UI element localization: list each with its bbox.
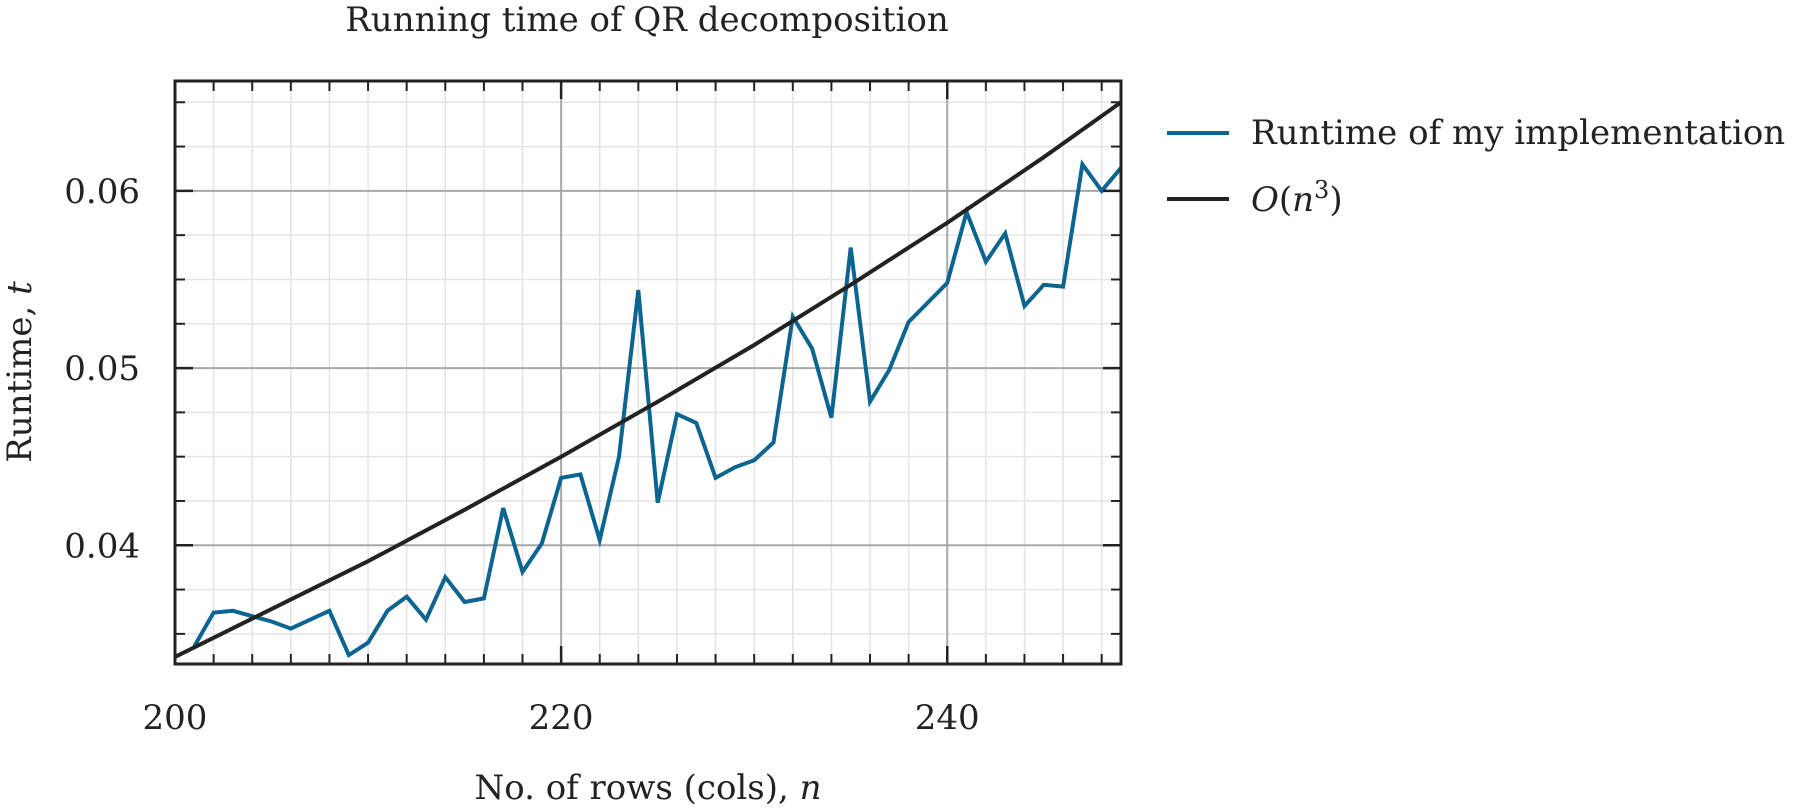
legend-label-on3: O(n3) [1251,176,1343,220]
x-tick-label: 220 [529,698,594,738]
tick-marks [173,81,1121,664]
minor-grid [175,81,1121,664]
x-axis-var: n [800,768,822,808]
x-tick-label: 240 [915,698,980,738]
series-layer [174,100,1123,659]
chart-title: Running time of QR decomposition [345,0,949,40]
x-tick-label: 200 [143,698,208,738]
y-tick-label: 0.05 [64,349,140,389]
y-axis-var: t [0,281,40,295]
major-grid [174,81,1121,664]
legend: Runtime of my implementation O(n3) [1167,113,1785,220]
series-runtime-line [192,159,1123,659]
tick-labels: 200 220 240 0.04 0.05 0.06 [64,172,979,738]
x-axis-label-text: No. of rows (cols), [474,768,788,808]
plot-frame [173,79,1123,666]
y-axis-label-text: Runtime, [0,306,40,463]
y-tick-label: 0.04 [64,526,140,566]
legend-label-runtime: Runtime of my implementation [1251,113,1785,153]
series-on3-line [174,100,1123,659]
x-axis-label: No. of rows (cols), n [474,768,821,808]
y-tick-label: 0.06 [64,172,140,212]
y-axis-label: Runtime, t [0,281,40,463]
